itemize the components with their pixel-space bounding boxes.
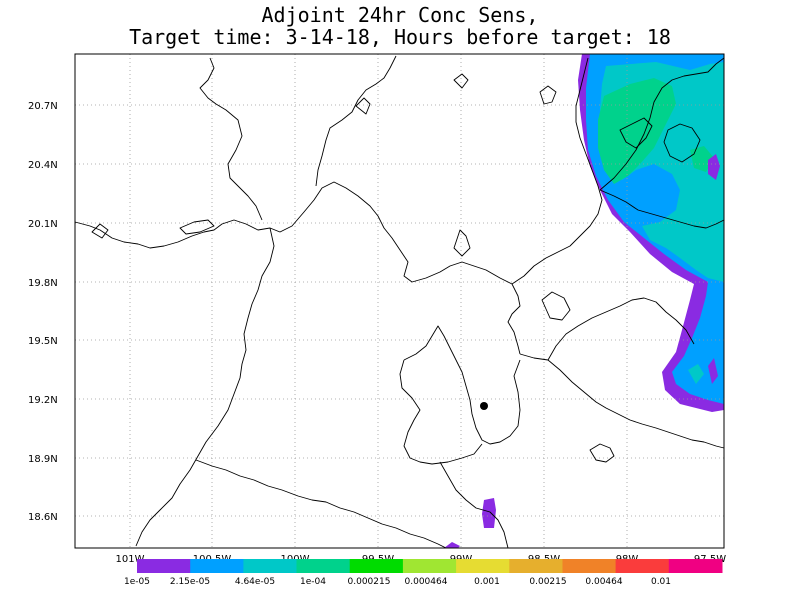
colorbar-swatch [562, 559, 617, 573]
boundary-north-2 [199, 57, 263, 221]
x-tick-label: 101W [116, 554, 145, 565]
chart-title-line2: Target time: 3-14-18, Hours before targe… [129, 25, 671, 49]
y-tick-label: 20.1N [28, 219, 58, 230]
receptor-marker [480, 402, 488, 410]
boundary-mexico-state-2 [399, 359, 483, 465]
boundary-mun-7 [91, 223, 109, 239]
boundary-mun-9 [355, 97, 371, 115]
colorbar-label: 1e-05 [124, 577, 150, 587]
colorbar-label: 0.000464 [405, 577, 448, 587]
y-tick-label: 18.9N [28, 454, 58, 465]
boundary-mexico-state [403, 325, 521, 445]
boundary-mun-5 [453, 229, 471, 257]
y-tick-label: 18.6N [28, 512, 58, 523]
colorbar-label: 4.64e-05 [235, 577, 275, 587]
colorbar-label: 0.001 [474, 577, 500, 587]
colorbar-swatch [190, 559, 244, 573]
boundary-west [74, 181, 521, 355]
colorbar-swatch [456, 559, 510, 573]
colorbar-label: 0.000215 [348, 577, 391, 587]
sensitivity-field [444, 54, 724, 548]
y-tick-label: 19.8N [28, 278, 58, 289]
boundary-mun-4 [589, 443, 615, 463]
boundaries [74, 55, 725, 549]
colorbar-swatch [402, 559, 457, 573]
boundary-mun-10 [453, 73, 469, 89]
boundary-veracruz-2 [599, 189, 725, 229]
boundary-east-2 [547, 297, 695, 361]
colorbar-swatch [296, 559, 351, 573]
boundary-north [315, 55, 397, 187]
chart-title-line1: Adjoint 24hr Conc Sens, [261, 3, 539, 27]
colorbar-label: 0.00215 [529, 577, 566, 587]
colorbar-swatch [509, 559, 563, 573]
boundary-mun-1 [619, 117, 653, 149]
boundary-central [135, 227, 275, 547]
boundary-mun-2 [663, 123, 701, 163]
boundary-morelos [439, 461, 509, 549]
boundary-mun-3 [541, 291, 571, 321]
colorbar-swatch [668, 559, 723, 573]
boundary-veracruz [599, 57, 725, 191]
y-tick-label: 19.2N [28, 395, 58, 406]
boundary-east [519, 353, 725, 449]
colorbar-label: 0.01 [651, 577, 671, 587]
colorbar-swatch [243, 559, 298, 573]
boundary-mun-6 [179, 219, 215, 235]
colorbar-swatch [137, 559, 191, 573]
colorbar-label: 2.15e-05 [170, 577, 210, 587]
colorbar [137, 559, 723, 573]
colorbar-label: 0.00464 [585, 577, 622, 587]
colorbar-label: 1e-04 [300, 577, 326, 587]
colorbar-swatch [349, 559, 404, 573]
y-tick-label: 19.5N [28, 336, 58, 347]
y-tick-label: 20.7N [28, 101, 58, 112]
boundary-mun-8 [539, 85, 557, 105]
grid-lines [75, 54, 724, 548]
colorbar-swatch [615, 559, 670, 573]
map-frame [74, 53, 725, 549]
colorbar-labels: 1e-05 2.15e-05 4.64e-05 1e-04 0.000215 0… [124, 577, 671, 587]
y-tick-label: 20.4N [28, 160, 58, 171]
boundary-hidalgo [511, 57, 603, 285]
boundary-south [195, 459, 447, 549]
y-axis-labels: 20.7N 20.4N 20.1N 19.8N 19.5N 19.2N 18.9… [28, 101, 58, 523]
